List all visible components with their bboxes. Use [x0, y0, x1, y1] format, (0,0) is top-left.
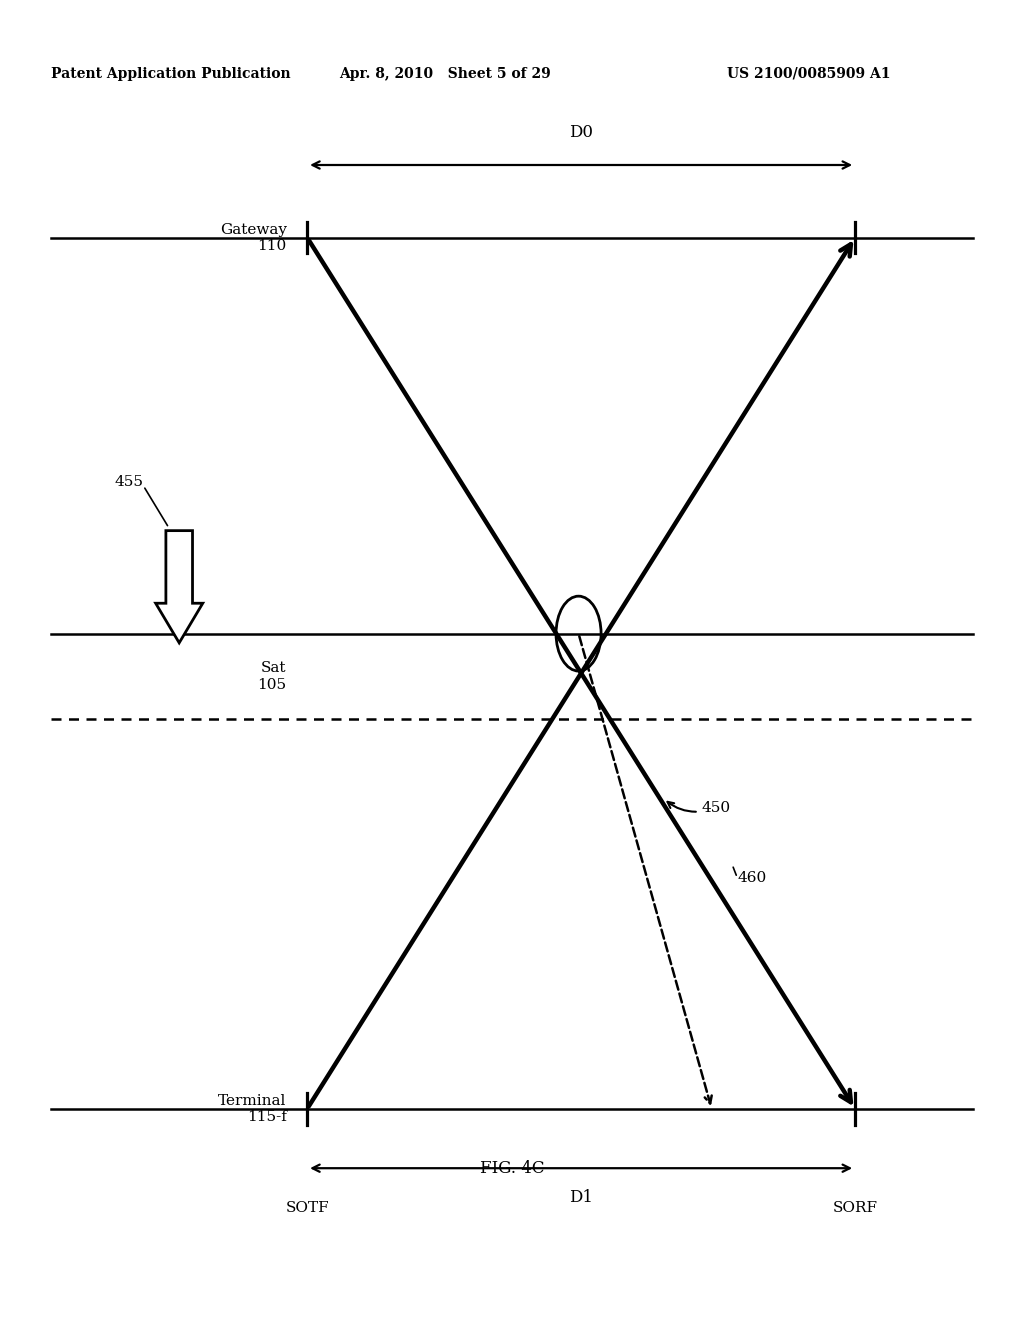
Text: Patent Application Publication: Patent Application Publication — [51, 67, 291, 81]
Text: SORF: SORF — [833, 1201, 878, 1216]
Text: FIG. 4C: FIG. 4C — [480, 1160, 544, 1176]
Text: 460: 460 — [737, 871, 767, 884]
FancyArrow shape — [156, 531, 203, 643]
Text: US 2100/0085909 A1: US 2100/0085909 A1 — [727, 67, 891, 81]
Text: Apr. 8, 2010   Sheet 5 of 29: Apr. 8, 2010 Sheet 5 of 29 — [340, 67, 551, 81]
Text: SOTF: SOTF — [286, 1201, 329, 1216]
Text: 455: 455 — [115, 475, 143, 488]
Text: Terminal
115-f: Terminal 115-f — [218, 1094, 287, 1123]
Text: Gateway
110: Gateway 110 — [220, 223, 287, 252]
Text: 450: 450 — [668, 801, 730, 814]
Text: D1: D1 — [569, 1189, 593, 1206]
Text: Sat
105: Sat 105 — [258, 661, 287, 692]
Text: D0: D0 — [569, 124, 593, 141]
